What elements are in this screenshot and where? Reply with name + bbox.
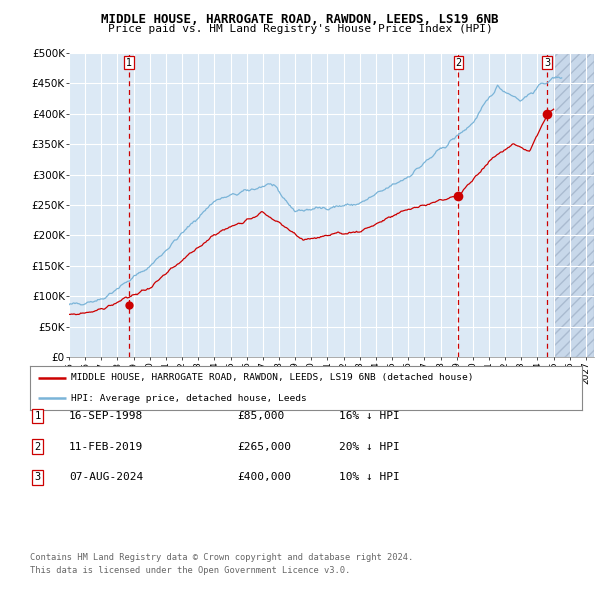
- Text: 11-FEB-2019: 11-FEB-2019: [69, 442, 143, 451]
- Text: HPI: Average price, detached house, Leeds: HPI: Average price, detached house, Leed…: [71, 394, 307, 402]
- Bar: [554, 53, 594, 357]
- Text: 16-SEP-1998: 16-SEP-1998: [69, 411, 143, 421]
- Text: Contains HM Land Registry data © Crown copyright and database right 2024.: Contains HM Land Registry data © Crown c…: [30, 553, 413, 562]
- Text: £265,000: £265,000: [237, 442, 291, 451]
- Text: 10% ↓ HPI: 10% ↓ HPI: [339, 473, 400, 482]
- Text: 1: 1: [35, 411, 41, 421]
- Text: Price paid vs. HM Land Registry's House Price Index (HPI): Price paid vs. HM Land Registry's House …: [107, 24, 493, 34]
- Text: 1: 1: [126, 58, 132, 68]
- Text: £85,000: £85,000: [237, 411, 284, 421]
- Text: MIDDLE HOUSE, HARROGATE ROAD, RAWDON, LEEDS, LS19 6NB: MIDDLE HOUSE, HARROGATE ROAD, RAWDON, LE…: [101, 13, 499, 26]
- Text: 3: 3: [544, 58, 550, 68]
- Text: £400,000: £400,000: [237, 473, 291, 482]
- Text: 16% ↓ HPI: 16% ↓ HPI: [339, 411, 400, 421]
- Text: 2: 2: [455, 58, 461, 68]
- Text: 3: 3: [35, 473, 41, 482]
- Text: MIDDLE HOUSE, HARROGATE ROAD, RAWDON, LEEDS, LS19 6NB (detached house): MIDDLE HOUSE, HARROGATE ROAD, RAWDON, LE…: [71, 373, 474, 382]
- Text: This data is licensed under the Open Government Licence v3.0.: This data is licensed under the Open Gov…: [30, 566, 350, 575]
- Text: 20% ↓ HPI: 20% ↓ HPI: [339, 442, 400, 451]
- Text: 2: 2: [35, 442, 41, 451]
- Text: 07-AUG-2024: 07-AUG-2024: [69, 473, 143, 482]
